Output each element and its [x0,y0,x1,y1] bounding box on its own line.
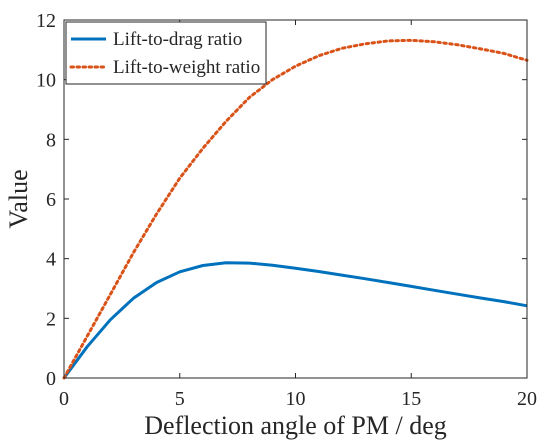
series-lines [62,38,529,380]
series-line-lift-to-weight [62,38,529,380]
x-tick-label: 20 [517,388,537,410]
x-tick-label: 0 [59,388,69,410]
y-tick-label: 6 [46,189,56,211]
x-tick-label: 10 [286,388,306,410]
series-line-lift-to-drag [62,261,528,379]
x-axis-label: Deflection angle of PM / deg [144,411,447,440]
y-tick-label: 4 [46,249,56,271]
y-axis-label: Value [4,169,33,228]
y-tick-label: 2 [46,308,56,330]
legend-label-lift-to-weight: Lift-to-weight ratio [113,57,260,78]
y-tick-label: 8 [46,129,56,151]
y-tick-label: 0 [46,368,56,390]
y-tick-label: 12 [36,10,56,32]
plot-border [63,19,528,379]
y-axis-ticks: 0 2 4 6 8 10 12 [36,10,527,390]
x-tick-label: 5 [175,388,185,410]
legend-box [65,21,267,85]
x-tick-label: 15 [401,388,421,410]
legend-label-lift-to-drag: Lift-to-drag ratio [113,29,242,50]
y-tick-label: 10 [36,70,56,92]
legend: Lift-to-drag ratio Lift-to-weight ratio [65,21,267,85]
